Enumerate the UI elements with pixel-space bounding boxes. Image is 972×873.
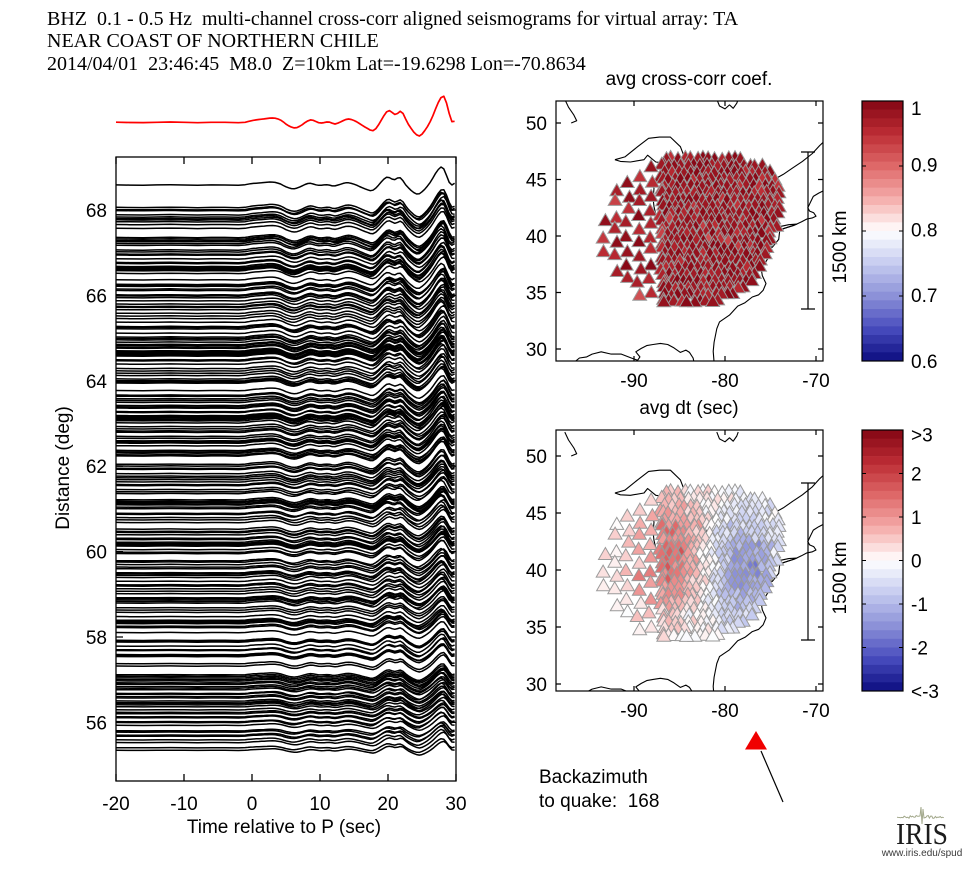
svg-text:avg cross-corr coef.: avg cross-corr coef. — [606, 69, 773, 90]
svg-text:45: 45 — [526, 504, 547, 525]
svg-text:www.iris.edu/spud: www.iris.edu/spud — [881, 848, 963, 859]
svg-text:30: 30 — [526, 675, 547, 696]
svg-text:IRIS: IRIS — [896, 816, 948, 851]
svg-text:1: 1 — [911, 99, 922, 120]
svg-text:58: 58 — [86, 628, 107, 649]
svg-text:NEAR COAST OF NORTHERN CHILE: NEAR COAST OF NORTHERN CHILE — [47, 30, 379, 52]
svg-text:2014/04/01 23:46:45 M8.0 Z=: 2014/04/01 23:46:45 M8.0 Z=10km Lat=-19.… — [47, 53, 586, 75]
svg-text:0.7: 0.7 — [911, 286, 937, 307]
svg-text:BHZ 0.1 - 0.5 Hz multi-chann: BHZ 0.1 - 0.5 Hz multi-channel cross-cor… — [47, 8, 739, 30]
svg-text:1500 km: 1500 km — [830, 211, 851, 284]
svg-text:-90: -90 — [620, 701, 647, 722]
svg-text:68: 68 — [86, 201, 107, 222]
svg-text:0: 0 — [247, 794, 258, 815]
svg-text:Distance (deg): Distance (deg) — [53, 406, 74, 530]
svg-text:-10: -10 — [170, 794, 197, 815]
svg-text:Backazimuth: Backazimuth — [539, 767, 648, 788]
svg-text:50: 50 — [526, 447, 547, 468]
svg-text:30: 30 — [445, 794, 466, 815]
svg-text:35: 35 — [526, 618, 547, 639]
svg-text:20: 20 — [377, 794, 398, 815]
svg-text:-80: -80 — [711, 371, 738, 392]
svg-text:56: 56 — [86, 713, 107, 734]
svg-text:-2: -2 — [911, 639, 928, 660]
svg-text:35: 35 — [526, 284, 547, 305]
svg-text:40: 40 — [526, 227, 547, 248]
svg-text:0: 0 — [911, 552, 922, 573]
svg-text:66: 66 — [86, 286, 107, 307]
svg-text:-70: -70 — [802, 701, 829, 722]
svg-text:10: 10 — [309, 794, 330, 815]
svg-text:0.9: 0.9 — [911, 156, 937, 177]
svg-text:62: 62 — [86, 457, 107, 478]
svg-text:-80: -80 — [711, 701, 738, 722]
svg-text:Time relative to P (sec): Time relative to P (sec) — [187, 817, 381, 838]
svg-text:2: 2 — [911, 465, 922, 486]
svg-text:to quake: 168: to quake: 168 — [539, 791, 659, 812]
svg-text:-90: -90 — [620, 371, 647, 392]
svg-text:<-3: <-3 — [911, 682, 939, 703]
svg-text:0.6: 0.6 — [911, 352, 937, 373]
svg-text:30: 30 — [526, 340, 547, 361]
svg-text:60: 60 — [86, 543, 107, 564]
svg-text:45: 45 — [526, 171, 547, 192]
svg-text:1: 1 — [911, 508, 922, 529]
svg-text:avg dt (sec): avg dt (sec) — [639, 398, 738, 419]
svg-text:64: 64 — [86, 372, 108, 393]
svg-text:-20: -20 — [102, 794, 129, 815]
svg-text:1500 km: 1500 km — [830, 542, 851, 615]
svg-text:0.8: 0.8 — [911, 221, 937, 242]
svg-text:-70: -70 — [802, 371, 829, 392]
svg-text:50: 50 — [526, 114, 547, 135]
svg-text:-1: -1 — [911, 595, 928, 616]
svg-text:>3: >3 — [911, 426, 933, 447]
svg-text:40: 40 — [526, 561, 547, 582]
